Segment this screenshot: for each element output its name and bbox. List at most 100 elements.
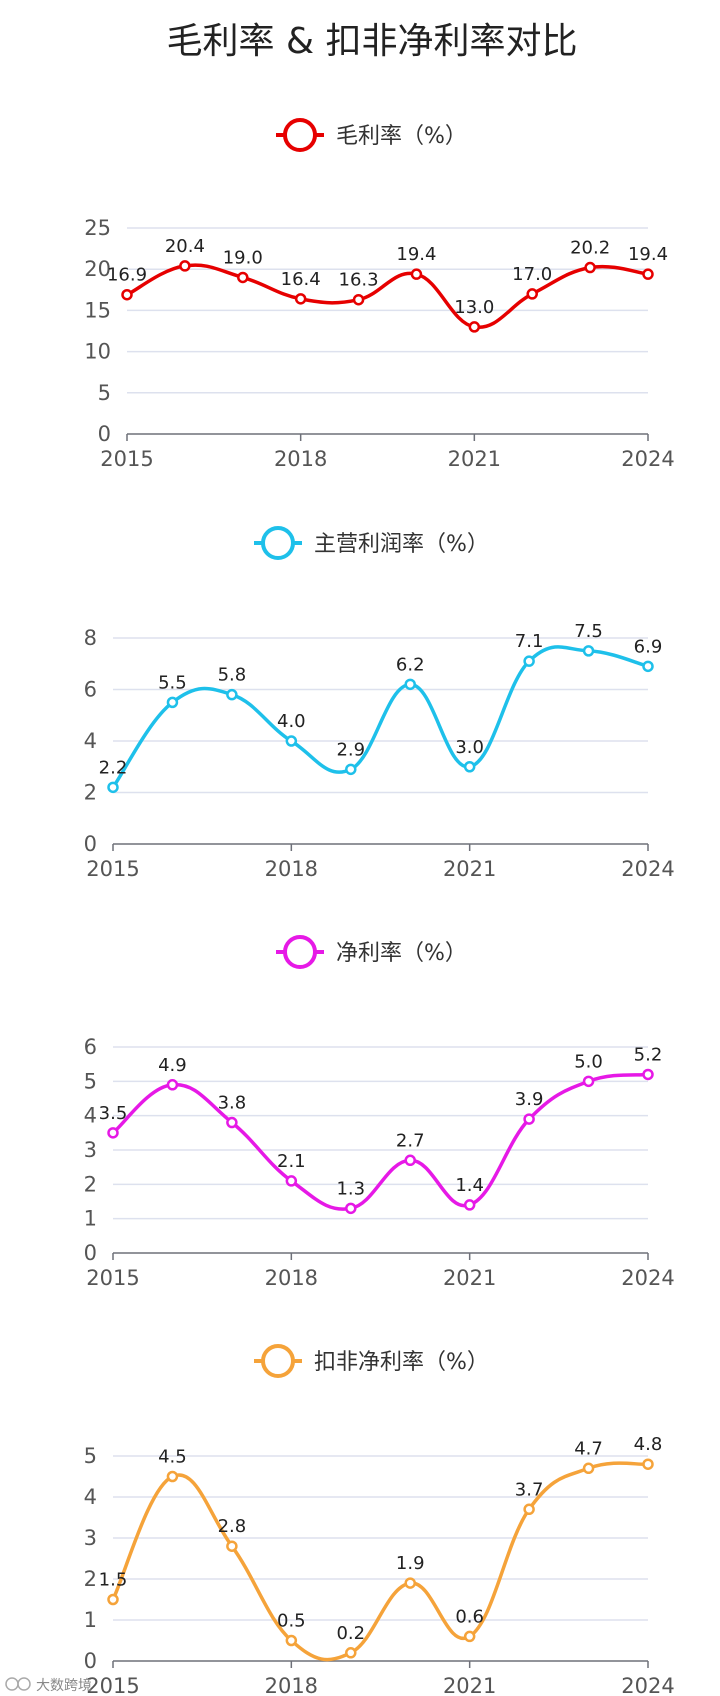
data-point[interactable]: [642, 1458, 654, 1470]
data-point[interactable]: [226, 1116, 238, 1129]
data-label: 1.5: [99, 1570, 128, 1591]
data-point[interactable]: [166, 696, 179, 709]
data-label: 2.9: [336, 739, 365, 760]
data-point[interactable]: [285, 735, 298, 747]
data-point[interactable]: [523, 655, 535, 667]
data-point[interactable]: [463, 761, 476, 773]
data-point[interactable]: [345, 1647, 357, 1659]
data-point[interactable]: [166, 1470, 179, 1483]
data-point[interactable]: [526, 288, 538, 300]
data-point[interactable]: [345, 763, 357, 776]
data-label: 2.1: [277, 1151, 306, 1172]
data-point[interactable]: [523, 1503, 535, 1516]
y-tick-label: 2: [84, 1567, 97, 1591]
data-point[interactable]: [404, 1577, 416, 1589]
data-label: 3.7: [515, 1479, 544, 1500]
legend-label: 净利率（%）: [336, 941, 467, 966]
y-tick-label: 2: [84, 1172, 97, 1196]
data-point[interactable]: [463, 1199, 476, 1211]
data-point[interactable]: [642, 268, 654, 280]
y-tick-label: 20: [84, 257, 111, 281]
data-point[interactable]: [226, 688, 238, 701]
x-tick-label: 2024: [621, 1674, 674, 1696]
data-point[interactable]: [463, 1630, 476, 1643]
data-label: 5.2: [634, 1044, 663, 1065]
data-point[interactable]: [226, 1540, 238, 1552]
data-point[interactable]: [584, 261, 596, 274]
legend[interactable]: 扣非净利率（%）: [254, 1344, 489, 1378]
y-tick-label: 3: [84, 1526, 97, 1550]
data-label: 13.0: [454, 297, 494, 318]
data-point[interactable]: [642, 1068, 654, 1081]
data-point[interactable]: [642, 660, 654, 673]
y-tick-label: 0: [84, 1241, 97, 1265]
data-point[interactable]: [410, 268, 423, 280]
y-tick-label: 1: [84, 1207, 97, 1231]
data-point[interactable]: [107, 1593, 119, 1606]
data-point[interactable]: [285, 1175, 298, 1187]
legend-marker-icon: [283, 118, 317, 152]
data-label: 0.2: [336, 1623, 365, 1644]
y-tick-label: 0: [98, 422, 111, 446]
x-tick-label: 2021: [448, 447, 501, 471]
data-point[interactable]: [179, 260, 191, 272]
data-label: 4.7: [574, 1438, 603, 1459]
y-tick-label: 5: [84, 1444, 97, 1468]
data-point[interactable]: [121, 288, 133, 301]
data-label: 16.9: [107, 265, 147, 286]
data-point[interactable]: [468, 321, 481, 333]
data-point[interactable]: [107, 1127, 119, 1139]
x-tick-label: 2021: [443, 857, 496, 881]
data-point[interactable]: [582, 1075, 595, 1088]
x-tick-label: 2024: [621, 857, 674, 881]
data-point[interactable]: [107, 781, 119, 794]
series-line: [125, 263, 650, 329]
y-tick-label: 4: [84, 729, 97, 753]
data-label: 20.2: [570, 238, 610, 259]
chart-panel-1: 毛利率（%） 0 5 10 15 20 25 2015 2018 2021 2024 16.9 20.4…: [84, 118, 675, 471]
legend[interactable]: 主营利润率（%）: [254, 526, 489, 560]
data-label: 2.7: [396, 1130, 425, 1151]
data-label: 1.9: [396, 1553, 425, 1574]
data-point[interactable]: [404, 1154, 416, 1167]
data-label: 5.0: [574, 1051, 603, 1072]
data-label: 7.5: [574, 621, 603, 642]
data-point[interactable]: [345, 1202, 357, 1215]
legend-marker-icon: [283, 935, 317, 969]
x-tick-label: 2018: [265, 1266, 318, 1290]
data-label: 16.4: [281, 269, 321, 290]
data-label: 1.4: [455, 1175, 484, 1196]
y-tick-label: 1: [84, 1608, 97, 1632]
data-point[interactable]: [285, 1634, 298, 1647]
data-point[interactable]: [294, 293, 307, 305]
legend-marker-icon: [261, 526, 295, 560]
data-point[interactable]: [352, 293, 365, 306]
data-label: 17.0: [512, 264, 552, 285]
x-tick-label: 2015: [100, 447, 153, 471]
data-point[interactable]: [582, 1462, 595, 1475]
watermark-logo-icon-2: [17, 1677, 31, 1691]
x-tick-label: 2024: [621, 1266, 674, 1290]
data-label: 1.3: [336, 1178, 365, 1199]
data-label: 4.9: [158, 1055, 187, 1076]
data-label: 19.0: [223, 247, 263, 268]
data-label: 7.1: [515, 631, 544, 652]
y-tick-label: 2: [84, 781, 97, 805]
data-point[interactable]: [523, 1113, 535, 1125]
x-tick-label: 2024: [621, 447, 674, 471]
data-point[interactable]: [166, 1079, 179, 1091]
data-label: 4.8: [634, 1434, 663, 1455]
data-point[interactable]: [404, 678, 416, 691]
y-tick-label: 10: [84, 340, 111, 364]
y-tick-label: 0: [84, 1649, 97, 1673]
x-tick-label: 2015: [86, 857, 139, 881]
legend-marker-icon: [261, 1344, 295, 1378]
x-tick-label: 2021: [443, 1266, 496, 1290]
legend[interactable]: 毛利率（%）: [276, 118, 467, 152]
legend[interactable]: 净利率（%）: [276, 935, 467, 969]
data-point[interactable]: [582, 645, 595, 657]
watermark-text: 大数跨境: [36, 1678, 92, 1694]
data-point[interactable]: [237, 271, 249, 284]
y-tick-label: 6: [84, 678, 97, 702]
